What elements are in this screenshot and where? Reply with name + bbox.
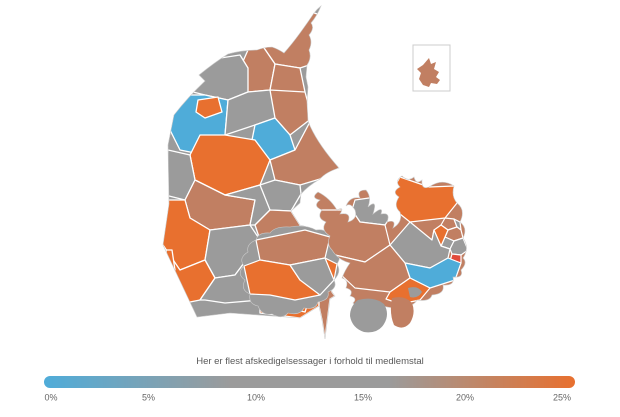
svg-text:20%: 20% [456,393,474,403]
svg-text:25%: 25% [553,393,571,403]
svg-text:Her er flest afskedigelsessage: Her er flest afskedigelsessager i forhol… [196,356,424,367]
svg-text:10%: 10% [247,393,265,403]
svg-text:5%: 5% [142,393,155,403]
svg-text:15%: 15% [354,393,372,403]
svg-text:0%: 0% [45,393,58,403]
